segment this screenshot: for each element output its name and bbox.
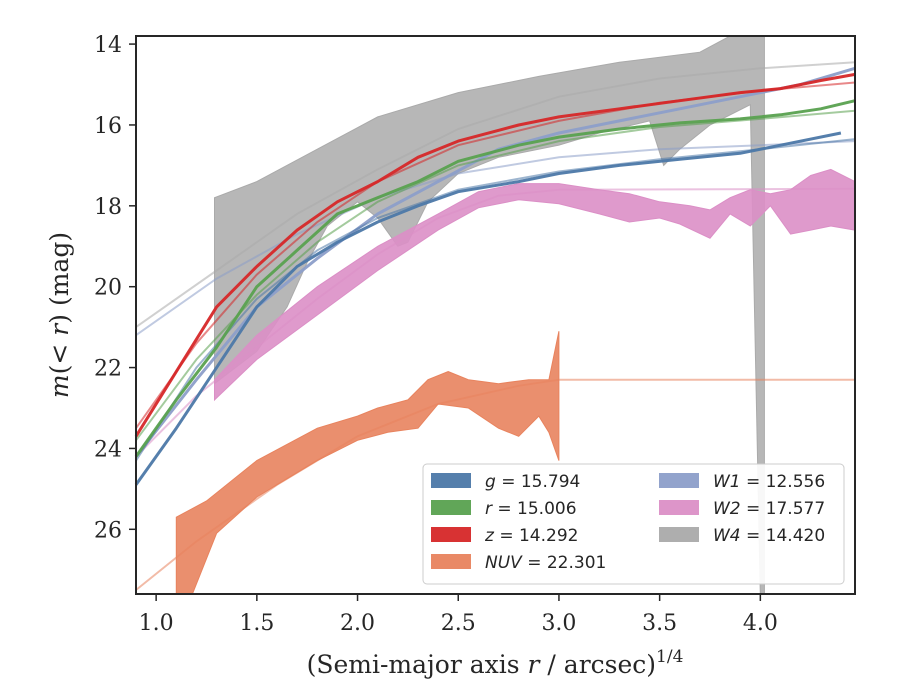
legend-swatch-nuv	[431, 554, 471, 569]
y-tick-label: 14	[94, 33, 122, 58]
y-tick-label: 22	[94, 357, 122, 382]
plot-frame	[135, 35, 856, 595]
x-axis-ticks: 1.0 1.5 2.0 2.5 3.0 3.5 4.0	[139, 594, 778, 636]
x-axis-label: (Semi-major axis r / arcsec)1/4	[307, 647, 684, 679]
x-tick-label: 3.0	[541, 611, 576, 636]
x-tick-label: 2.5	[441, 611, 476, 636]
legend-label-w4: W4 = 14.420	[713, 526, 825, 546]
legend-label-z: z = 14.292	[484, 526, 578, 546]
legend-label-r: r = 15.006	[485, 499, 577, 519]
series-w4-band	[214, 35, 765, 595]
legend-label-w1: W1 = 12.556	[713, 472, 825, 492]
legend-swatch-w1	[659, 473, 699, 488]
legend-swatch-z	[431, 527, 471, 542]
series-r-line	[134, 99, 856, 458]
x-tick-label: 3.5	[642, 611, 677, 636]
legend-label-g: g = 15.794	[485, 472, 580, 492]
y-axis-label: m(< r) (mag)	[45, 232, 74, 398]
x-tick-label: 2.0	[340, 611, 375, 636]
x-tick-label: 1.0	[139, 611, 174, 636]
series-layer	[134, 35, 856, 595]
legend-swatch-r	[431, 500, 471, 515]
series-z-line	[134, 72, 856, 438]
y-tick-label: 26	[94, 518, 122, 543]
y-tick-label: 16	[94, 114, 122, 139]
legend-swatch-w4	[659, 527, 699, 542]
legend-swatch-g	[431, 473, 471, 488]
series-nuv-band	[175, 331, 560, 595]
y-axis-ticks: 14 16 18 20 22 24 26	[94, 33, 136, 543]
legend-label-w2: W2 = 17.577	[713, 499, 825, 519]
series-w1-model-line	[135, 140, 856, 337]
legend: g = 15.794 r = 15.006 z = 14.292 NUV = 22.3…	[422, 463, 845, 585]
x-tick-label: 4.0	[743, 611, 778, 636]
legend-items: g = 15.794 r = 15.006 z = 14.292 NUV = 22.3…	[431, 472, 825, 573]
legend-label-nuv: NUV = 22.301	[485, 553, 606, 573]
y-tick-label: 18	[94, 195, 122, 220]
legend-swatch-w2	[659, 500, 699, 515]
legend-box	[422, 463, 845, 585]
series-r-model-line	[135, 109, 856, 441]
y-tick-label: 24	[94, 437, 122, 462]
y-tick-label: 20	[94, 276, 122, 301]
x-tick-label: 1.5	[239, 611, 274, 636]
series-g-line	[134, 131, 842, 486]
